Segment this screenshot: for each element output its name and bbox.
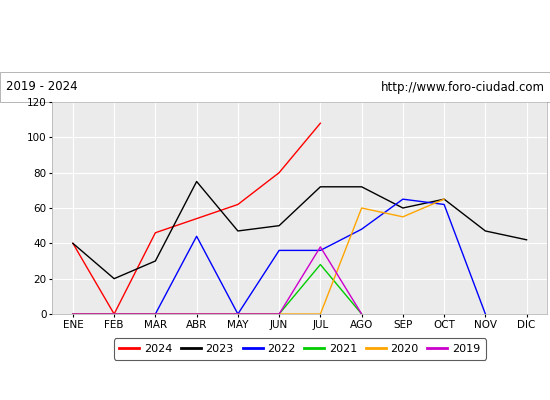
Text: Evolucion Nº Turistas Extranjeros en el municipio de Arándiga: Evolucion Nº Turistas Extranjeros en el …	[48, 28, 502, 44]
Text: 2019 - 2024: 2019 - 2024	[6, 80, 77, 94]
Legend: 2024, 2023, 2022, 2021, 2020, 2019: 2024, 2023, 2022, 2021, 2020, 2019	[114, 338, 486, 360]
FancyBboxPatch shape	[0, 72, 550, 102]
Text: http://www.foro-ciudad.com: http://www.foro-ciudad.com	[381, 80, 544, 94]
